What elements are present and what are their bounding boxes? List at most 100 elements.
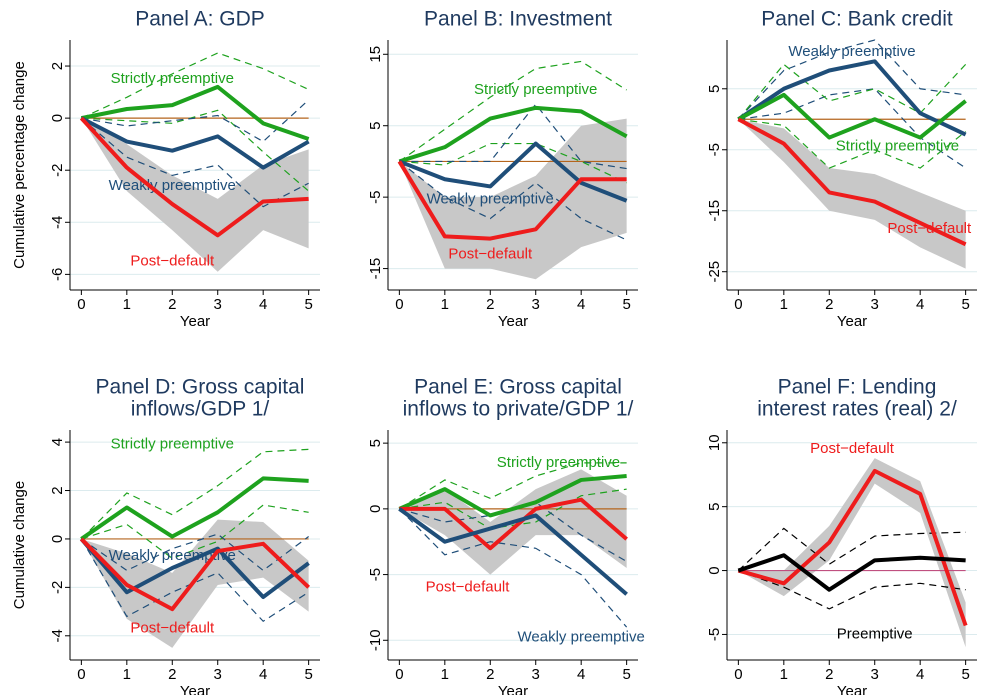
y-tick-label: -5 xyxy=(367,190,384,203)
y-tick-label: 2 xyxy=(49,62,66,70)
series-label: Post−default xyxy=(130,252,215,269)
y-tick-label: -5 xyxy=(367,568,384,581)
series-line xyxy=(398,141,628,203)
confidence-bound xyxy=(81,533,309,572)
x-tick-label: 4 xyxy=(259,296,267,313)
panel-title: interest rates (real) 2/ xyxy=(757,398,957,421)
y-tick-label: 0 xyxy=(706,566,723,574)
y-tick-label: 10 xyxy=(706,434,723,451)
y-tick-label: -15 xyxy=(367,258,384,280)
series-line xyxy=(397,160,627,241)
x-tick-label: 4 xyxy=(577,666,585,683)
confidence-band xyxy=(81,118,309,272)
series-label: Strictly preemptive xyxy=(111,435,234,452)
x-tick-label: 0 xyxy=(395,296,403,313)
confidence-bound xyxy=(398,508,628,628)
x-axis-title: Year xyxy=(180,313,210,330)
panel: Panel A: GDP -6 -4 -2 0 2 0 1 2 3 4 5 Year Cumulative… xyxy=(11,8,320,330)
panel-title: Panel D: Gross capital xyxy=(96,376,305,399)
confidence-bound xyxy=(399,488,627,530)
series-label: Strictly preemptive xyxy=(497,454,620,471)
panel-title: Panel E: Gross capital xyxy=(414,376,622,399)
confidence-bound xyxy=(399,103,627,170)
y-tick-label: -2 xyxy=(49,581,66,594)
series-label: Weakly preemptive xyxy=(109,547,236,564)
confidence-bound xyxy=(399,60,627,162)
x-tick-label: 0 xyxy=(77,296,85,313)
x-tick-label: 0 xyxy=(734,666,742,683)
confidence-bound xyxy=(738,88,966,169)
series-line xyxy=(80,476,309,541)
x-tick-label: 5 xyxy=(622,296,630,313)
y-tick-label: -25 xyxy=(706,261,723,283)
x-tick-label: 0 xyxy=(77,666,85,683)
x-tick-label: 2 xyxy=(825,666,833,683)
confidence-bound xyxy=(81,52,309,119)
y-tick-label: 5 xyxy=(367,122,384,130)
y-tick-label: 2 xyxy=(49,486,66,494)
x-tick-label: 3 xyxy=(214,296,222,313)
series-label: Weakly preemptive xyxy=(518,629,645,646)
x-tick-label: 1 xyxy=(441,666,449,683)
confidence-bound xyxy=(398,160,627,241)
x-tick-label: 4 xyxy=(916,296,924,313)
confidence-bound xyxy=(80,538,309,623)
x-tick-label: 4 xyxy=(916,666,924,683)
series-label: Post−default xyxy=(426,579,511,596)
panel-title: inflows/GDP 1/ xyxy=(131,398,270,421)
x-tick-label: 5 xyxy=(304,296,312,313)
x-tick-label: 2 xyxy=(168,666,176,683)
confidence-bound xyxy=(737,63,967,120)
y-tick-label: -4 xyxy=(49,629,66,642)
x-tick-label: 1 xyxy=(123,666,131,683)
y-tick-label: 5 xyxy=(706,85,723,93)
confidence-bound xyxy=(399,501,627,562)
y-axis-title: Cumulative percentage change xyxy=(11,61,28,269)
confidence-bound xyxy=(399,462,627,510)
x-tick-label: 3 xyxy=(532,666,540,683)
x-tick-label: 2 xyxy=(486,296,494,313)
series-line xyxy=(80,84,310,141)
confidence-bound xyxy=(81,504,309,559)
x-axis-title: Year xyxy=(498,683,528,695)
confidence-bound xyxy=(80,448,309,540)
x-tick-label: 1 xyxy=(123,296,131,313)
series-line xyxy=(737,117,967,247)
y-tick-label: 0 xyxy=(367,505,384,513)
series-label: Strictly preemptive xyxy=(836,138,959,155)
y-tick-label: -6 xyxy=(49,268,66,281)
series-label: Strictly preemptive xyxy=(474,81,597,98)
x-axis-title: Year xyxy=(837,683,867,695)
x-tick-label: 4 xyxy=(577,296,585,313)
series-line xyxy=(737,468,968,627)
x-tick-label: 1 xyxy=(780,296,788,313)
x-tick-label: 3 xyxy=(871,666,879,683)
confidence-bound xyxy=(81,99,310,143)
x-tick-label: 0 xyxy=(395,666,403,683)
series-line xyxy=(398,105,628,164)
series-label: Weakly preemptive xyxy=(427,190,554,207)
x-tick-label: 5 xyxy=(961,666,969,683)
series-label: Strictly preemptive xyxy=(111,70,234,87)
series-line xyxy=(398,507,628,596)
x-tick-label: 5 xyxy=(961,296,969,313)
series-label: Post−default xyxy=(448,245,533,262)
y-tick-label: -15 xyxy=(706,200,723,222)
x-tick-label: 2 xyxy=(486,666,494,683)
x-tick-label: 3 xyxy=(532,296,540,313)
series-line xyxy=(79,116,309,238)
y-tick-label: 5 xyxy=(367,439,384,447)
y-tick-label: 4 xyxy=(49,438,66,446)
series-label: Preemptive xyxy=(837,625,913,642)
series-label: Post−default xyxy=(887,220,972,237)
x-tick-label: 4 xyxy=(259,666,267,683)
y-tick-label: 5 xyxy=(706,502,723,510)
series-line xyxy=(79,537,311,612)
series-line xyxy=(737,553,966,592)
series-label: Weakly preemptive xyxy=(788,43,915,60)
x-tick-label: 1 xyxy=(441,296,449,313)
y-axis-title: Cumulative change xyxy=(11,481,28,609)
